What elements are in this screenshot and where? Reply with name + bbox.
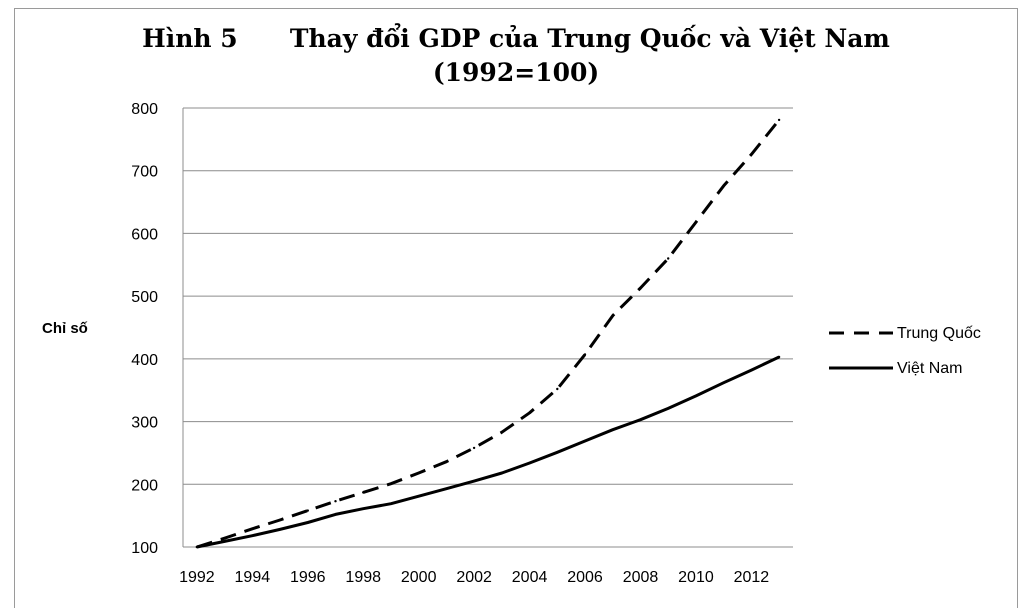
data-point	[750, 153, 753, 156]
y-tick-label: 400	[131, 352, 158, 369]
data-point	[278, 528, 282, 531]
x-tick-label: 1992	[179, 569, 215, 586]
chart-title: Hình 5 Thay đổi GDP của Trung Quốc và Vi…	[142, 24, 890, 53]
data-point	[583, 353, 587, 356]
x-tick-label: 2006	[567, 569, 603, 586]
data-point	[334, 500, 337, 503]
data-point	[195, 545, 199, 549]
series-lines	[195, 118, 781, 549]
x-tick-label: 2004	[512, 569, 548, 586]
data-point	[306, 521, 309, 524]
data-point	[667, 257, 670, 260]
x-tick-label: 2000	[401, 569, 437, 586]
data-point	[722, 381, 725, 384]
chart-frame	[14, 8, 1018, 608]
data-point	[223, 540, 226, 543]
data-point	[362, 507, 365, 510]
y-tick-label: 100	[131, 540, 158, 557]
data-point	[445, 460, 448, 463]
x-tick-label: 2002	[456, 569, 492, 586]
data-point	[334, 513, 337, 516]
y-tick-labels: 100 200 300 400 500 600 700 800	[131, 101, 158, 557]
data-point	[694, 220, 698, 224]
data-point	[472, 446, 476, 450]
data-point	[306, 509, 309, 512]
data-point	[528, 461, 531, 465]
axes	[182, 108, 793, 548]
legend-label: Trung Quốc	[897, 325, 981, 342]
data-point	[777, 118, 781, 122]
data-point	[583, 439, 587, 443]
x-tick-label: 2012	[734, 569, 770, 586]
data-point	[417, 495, 420, 498]
y-tick-label: 800	[131, 101, 158, 118]
legend-label: Việt Nam	[897, 360, 963, 377]
x-tick-labels: 1992 1994 1996 1998 2000 2002 2004 2006 2008 2010…	[179, 569, 769, 586]
data-point	[389, 502, 393, 505]
data-point	[639, 418, 642, 421]
data-point	[500, 471, 504, 475]
data-point	[223, 537, 226, 540]
y-tick-label: 600	[131, 226, 158, 243]
x-tick-label: 2010	[678, 569, 714, 586]
data-point	[611, 314, 614, 317]
data-point	[445, 487, 448, 490]
data-point	[694, 394, 698, 398]
data-point	[556, 387, 559, 391]
legend: Trung Quốc Việt Nam	[829, 325, 981, 377]
data-point	[777, 355, 781, 359]
y-tick-label: 700	[131, 164, 158, 181]
x-tick-label: 1998	[345, 569, 381, 586]
data-point	[667, 407, 670, 410]
x-tick-label: 1996	[290, 569, 326, 586]
data-point	[251, 527, 254, 530]
data-point	[611, 428, 614, 431]
y-tick-label: 300	[131, 415, 158, 432]
chart-subtitle: (1992=100)	[432, 58, 600, 87]
data-point	[639, 286, 642, 290]
data-point	[278, 518, 282, 522]
data-point	[528, 411, 531, 414]
data-point	[362, 491, 365, 494]
x-tick-label: 1994	[235, 569, 271, 586]
data-point	[389, 482, 393, 485]
series-line	[196, 355, 780, 549]
gridlines	[183, 107, 793, 485]
data-point	[417, 471, 420, 475]
data-point	[556, 451, 559, 454]
data-point	[750, 368, 753, 372]
data-point	[500, 431, 504, 434]
y-tick-label: 200	[131, 477, 158, 494]
data-point	[472, 479, 476, 483]
y-axis-label: Chỉ số	[42, 320, 88, 337]
data-point	[722, 184, 725, 187]
y-tick-label: 500	[131, 289, 158, 306]
data-point	[251, 534, 254, 537]
x-tick-label: 2008	[623, 569, 659, 586]
series-line	[196, 118, 781, 549]
